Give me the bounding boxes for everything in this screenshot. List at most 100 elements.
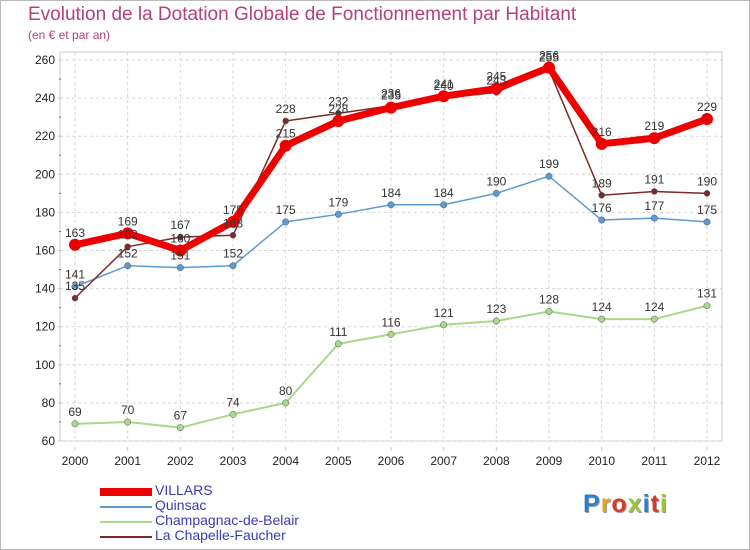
data-label: 199 [539,157,559,171]
data-label: 175 [276,203,296,217]
data-point [387,201,395,209]
data-label: 228 [328,102,348,116]
x-tick-label: 2007 [430,454,457,468]
y-tick-label: 60 [42,434,56,448]
data-point [650,315,658,323]
data-label: 135 [65,279,85,293]
data-label: 189 [592,176,612,190]
data-label: 232 [328,94,348,108]
data-label: 111 [329,325,348,339]
data-label: 236 [381,87,401,101]
data-label: 184 [434,186,454,200]
data-label: 255 [539,51,559,65]
y-tick-label: 160 [35,244,55,258]
data-label: 168 [223,216,243,230]
data-point [229,232,237,239]
legend-label: Champagnac-de-Belair [155,512,299,528]
data-point [440,201,448,209]
data-label: 228 [276,102,296,116]
data-label: 160 [170,232,190,246]
legend-label: La Chapelle-Faucher [155,527,286,543]
data-point [334,210,342,218]
data-label: 74 [226,395,240,409]
data-point [71,294,79,302]
y-tick-label: 140 [35,282,55,296]
data-label: 240 [434,79,454,93]
data-label: 67 [174,409,188,423]
data-point [229,262,237,270]
data-label: 152 [118,247,138,261]
data-label: 176 [592,201,612,215]
data-label: 190 [486,174,506,188]
data-label: 69 [68,405,82,419]
data-point [598,315,606,323]
data-point [648,132,661,145]
data-label: 167 [170,218,190,232]
logo-letter: i [659,490,668,518]
data-point [545,172,553,180]
data-point [282,218,290,226]
x-tick-label: 2011 [641,454,667,468]
data-label: 235 [381,89,401,103]
data-point [701,113,713,126]
chart-title: Evolution de la Dotation Globale de Fonc… [28,4,577,25]
data-label: 190 [697,174,717,188]
data-point [227,215,239,228]
data-point [545,308,553,315]
x-tick-label: 2008 [483,454,510,468]
data-label: 128 [539,292,559,306]
data-point [334,340,342,348]
x-tick-label: 2010 [588,454,615,468]
data-label: 184 [381,186,401,200]
data-label: 162 [118,228,138,242]
x-tick-label: 2012 [694,454,721,468]
data-label: 124 [592,300,612,314]
data-label: 131 [697,287,717,301]
y-tick-label: 80 [42,396,56,410]
data-point [176,424,184,432]
data-label: 243 [486,73,506,87]
data-point [703,190,711,197]
data-point [279,139,292,152]
data-label: 256 [539,49,559,63]
data-label: 175 [223,203,243,217]
data-label: 229 [697,100,717,114]
y-tick-label: 220 [35,129,55,143]
data-point [385,101,397,114]
x-tick-label: 2004 [272,454,299,468]
data-point [174,244,187,257]
y-tick-label: 100 [35,358,55,372]
legend-swatch [100,488,152,496]
legend-label: VILLARS [155,482,213,498]
data-point [121,227,134,240]
x-tick-label: 2000 [62,454,89,468]
data-label: 121 [434,306,454,320]
data-point [282,399,290,407]
x-tick-label: 2005 [325,454,352,468]
data-label: 241 [434,77,454,91]
data-point [703,302,711,310]
data-label: 141 [65,268,85,282]
data-label: 124 [644,300,664,314]
chart-subtitle: (en € et par an) [28,28,111,42]
proxiti-logo[interactable]: Proxiti [583,490,668,519]
logo-letter: t [650,490,660,518]
data-label: 123 [486,302,506,316]
legend-swatch [100,521,152,523]
data-point [598,192,605,199]
data-point [440,321,448,329]
data-label: 179 [328,195,348,209]
y-tick-label: 200 [35,167,55,181]
data-point [332,114,345,127]
x-tick-label: 2009 [536,454,563,468]
data-point [437,90,450,103]
data-label: 219 [644,119,664,133]
data-point [229,410,237,418]
data-point [651,188,658,195]
data-point [492,317,500,325]
data-label: 177 [644,199,664,213]
legend-label: Quinsac [155,497,207,513]
data-point [282,117,289,125]
data-label: 175 [697,203,717,217]
